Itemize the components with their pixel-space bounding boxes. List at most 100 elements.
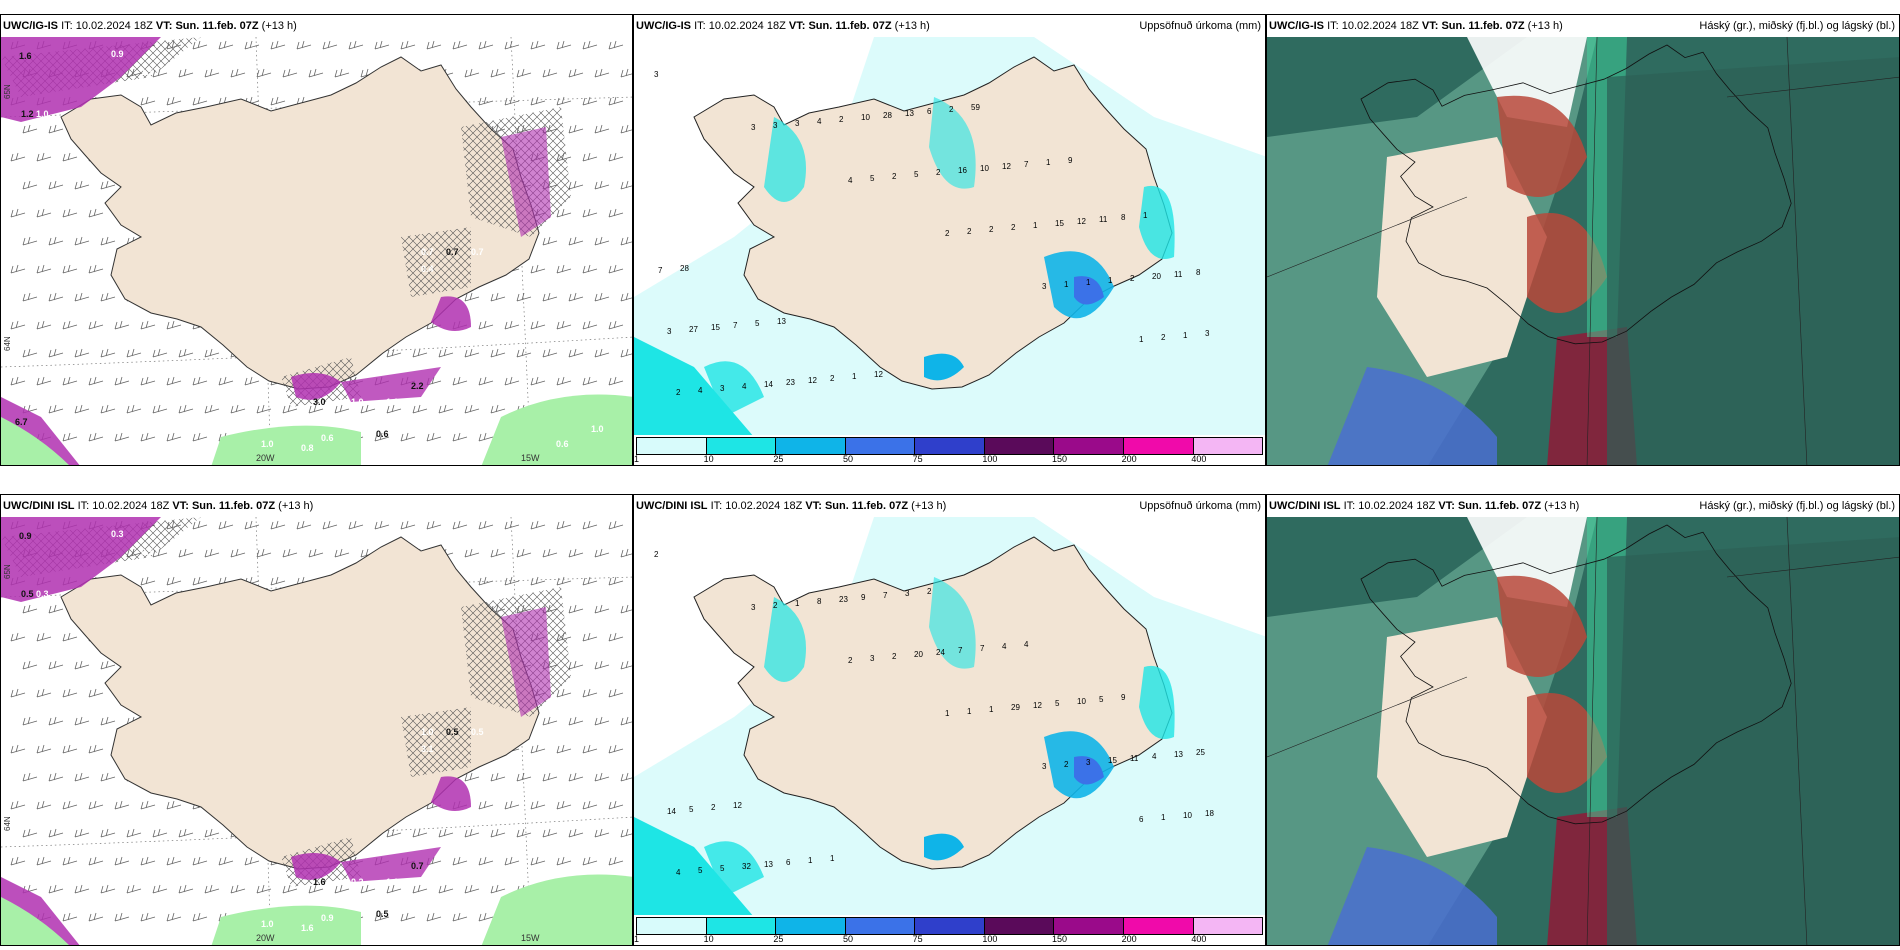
precip-map: 3342312352124322113452134221231410161520… — [634, 37, 1265, 437]
precip-value-label: 3.1 — [421, 744, 434, 754]
vt-label: VT: — [788, 20, 806, 32]
precip-amount-label: 3 — [1042, 282, 1047, 291]
precip-amount-label: 1 — [1108, 276, 1113, 285]
precip-amount-label: 5 — [698, 866, 703, 875]
it-label: IT: — [710, 500, 723, 512]
precip-amount-label: 12 — [808, 376, 817, 385]
lead-time: (+13 h) — [1527, 20, 1563, 32]
model-name: UWC/IG-IS — [1269, 20, 1324, 32]
precip-amount-label: 2 — [654, 550, 659, 559]
precip-value-label: 0.5 — [141, 547, 154, 557]
precip-amount-label: 2 — [892, 652, 897, 661]
precip-amount-label: 1 — [852, 372, 857, 381]
precip-map: 2321364231215121310582029151832232412111… — [634, 517, 1265, 917]
precip-amount-label: 3 — [1086, 758, 1091, 767]
colorbar-swatch — [1193, 918, 1263, 934]
precip-amount-label: 3 — [1205, 329, 1210, 338]
model-name: UWC/DINI ISL — [1269, 500, 1341, 512]
colorbar-tick-label: 400 — [1191, 934, 1207, 944]
precip-amount-label: 5 — [914, 170, 919, 179]
vt-value: Sun. 11.feb. 07Z — [175, 20, 259, 32]
it-value: 10.02.2024 18Z — [1358, 500, 1436, 512]
colorbar-tick-label: 10 — [703, 454, 714, 464]
precip-value-label: 0.3 — [371, 414, 384, 424]
colorbar-swatch — [1054, 438, 1124, 454]
precip-amount-label: 18 — [1205, 809, 1214, 818]
precip-value-label: 1.1 — [386, 877, 399, 887]
panel-header: UWC/IG-IS IT: 10.02.2024 18Z VT: Sun. 11… — [634, 15, 1265, 37]
precip-amount-label: 2 — [1064, 760, 1069, 769]
panel-row1-precip: UWC/IG-IS IT: 10.02.2024 18Z VT: Sun. 11… — [633, 14, 1266, 466]
precip-amount-label: 7 — [1024, 160, 1029, 169]
it-value: 10.02.2024 18Z — [1341, 20, 1419, 32]
colorbar-swatch — [1123, 438, 1194, 454]
precip-amount-label: 4 — [848, 176, 853, 185]
precip-amount-label: 4 — [1002, 642, 1007, 651]
precip-amount-label: 1 — [1033, 221, 1038, 230]
panel-header: UWC/DINI ISL IT: 10.02.2024 18Z VT: Sun.… — [1, 495, 632, 517]
panel-header: UWC/IG-IS IT: 10.02.2024 18Z VT: Sun. 11… — [1, 15, 632, 37]
precip-amount-label: 2 — [1161, 333, 1166, 342]
precip-value-label: 1.6 — [301, 923, 314, 933]
colorbar-swatch — [984, 438, 1055, 454]
precip-value-label: 1.6 — [313, 877, 326, 887]
precip-amount-label: 24 — [936, 648, 945, 657]
precip-amount-label: 7 — [980, 644, 985, 653]
precip-amount-label: 2 — [936, 168, 941, 177]
precip-amount-label: 13 — [1174, 750, 1183, 759]
colorbar-tick-label: 200 — [1121, 454, 1137, 464]
lead-time: (+13 h) — [1544, 500, 1580, 512]
precip-value-label: 0.9 — [19, 531, 32, 541]
precip-value-label: 0.3 — [36, 589, 49, 599]
panel-row2-wind: UWC/DINI ISL IT: 10.02.2024 18Z VT: Sun.… — [0, 494, 633, 946]
precip-amount-label: 5 — [870, 174, 875, 183]
lon-label-15w: 15W — [521, 453, 540, 463]
precip-value-label: 0.5 — [446, 727, 459, 737]
precip-amount-label: 3 — [667, 327, 672, 336]
precip-value-label: 0.6 — [556, 439, 569, 449]
precip-value-label: 0.3 — [111, 529, 124, 539]
precip-amount-label: 14 — [764, 380, 773, 389]
cloud-map — [1267, 37, 1899, 465]
colorbar-tick-label: 150 — [1052, 454, 1068, 464]
colorbar-tick-label: 10 — [703, 934, 714, 944]
colorbar-swatch — [1054, 918, 1124, 934]
precip-amount-label: 8 — [1196, 268, 1201, 277]
colorbar-swatch — [637, 918, 707, 934]
precip-amount-label: 3 — [751, 123, 756, 132]
precip-value-label: 0.4 — [421, 264, 434, 274]
precip-amount-label: 2 — [927, 587, 932, 596]
it-label: IT: — [694, 20, 706, 32]
precip-amount-label: 2 — [989, 225, 994, 234]
precip-amount-label: 1 — [830, 854, 835, 863]
precip-amount-label: 3 — [751, 603, 756, 612]
precip-amount-label: 3 — [1042, 762, 1047, 771]
precip-amount-label: 5 — [1099, 695, 1104, 704]
precip-amount-label: 7 — [883, 591, 888, 600]
precip-amount-label: 4 — [698, 386, 703, 395]
precip-amount-label: 2 — [848, 656, 853, 665]
precip-amount-label: 15 — [1055, 219, 1064, 228]
vt-value: Sun. 11.feb. 07Z — [824, 500, 909, 512]
precip-amount-label: 7 — [733, 321, 738, 330]
precip-value-label: 1.1 — [386, 397, 399, 407]
colorbar: 1 10 25 50 75 100 150 200 400 — [634, 435, 1265, 465]
precip-amount-label: 5 — [689, 805, 694, 814]
panel-header: UWC/DINI ISL IT: 10.02.2024 18Z VT: Sun.… — [634, 495, 1265, 517]
precip-value-label: 3.0 — [313, 397, 326, 407]
precip-amount-label: 1 — [1046, 158, 1051, 167]
precip-amount-label: 1 — [967, 707, 972, 716]
precip-amount-label: 2 — [945, 229, 950, 238]
precip-value-label: 1.6 — [19, 51, 32, 61]
precip-amount-label: 6 — [927, 107, 932, 116]
panel-row2-cloud: UWC/DINI ISL IT: 10.02.2024 18Z VT: Sun.… — [1266, 494, 1900, 946]
precip-amount-label: 2 — [949, 105, 954, 114]
precip-amount-label: 1 — [945, 709, 950, 718]
precip-value-label: 1.0 — [421, 727, 434, 737]
precip-amount-label: 20 — [914, 650, 923, 659]
precip-value-label: 0.9 — [321, 913, 334, 923]
panel-row1-wind: UWC/IG-IS IT: 10.02.2024 18Z VT: Sun. 11… — [0, 14, 633, 466]
precip-amount-label: 3 — [905, 589, 910, 598]
precip-amount-label: 11 — [1130, 754, 1139, 763]
precip-value-label: 6.7 — [15, 417, 28, 427]
